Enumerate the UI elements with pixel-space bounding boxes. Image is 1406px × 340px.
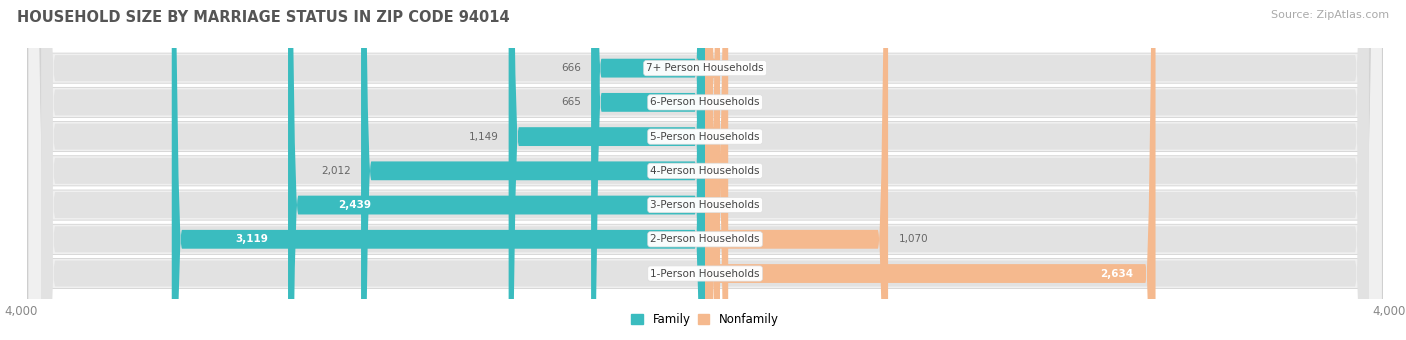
FancyBboxPatch shape [28, 0, 1382, 340]
Text: 5-Person Households: 5-Person Households [651, 132, 759, 141]
FancyBboxPatch shape [288, 0, 706, 340]
FancyBboxPatch shape [42, 0, 1368, 340]
Text: 1,149: 1,149 [468, 132, 498, 141]
Text: HOUSEHOLD SIZE BY MARRIAGE STATUS IN ZIP CODE 94014: HOUSEHOLD SIZE BY MARRIAGE STATUS IN ZIP… [17, 10, 509, 25]
FancyBboxPatch shape [591, 0, 706, 340]
FancyBboxPatch shape [706, 0, 1156, 340]
Text: 665: 665 [561, 97, 581, 107]
Text: 666: 666 [561, 63, 581, 73]
Text: 87: 87 [730, 200, 744, 210]
FancyBboxPatch shape [361, 0, 706, 340]
FancyBboxPatch shape [28, 0, 1382, 340]
FancyBboxPatch shape [172, 0, 706, 340]
Text: 3,119: 3,119 [236, 234, 269, 244]
Text: 135: 135 [738, 166, 758, 176]
Text: 11: 11 [717, 63, 731, 73]
FancyBboxPatch shape [42, 0, 1368, 340]
Text: 2-Person Households: 2-Person Households [651, 234, 759, 244]
FancyBboxPatch shape [42, 0, 1368, 340]
Text: 3-Person Households: 3-Person Households [651, 200, 759, 210]
Text: 2,439: 2,439 [337, 200, 371, 210]
FancyBboxPatch shape [699, 0, 716, 340]
FancyBboxPatch shape [706, 0, 889, 340]
FancyBboxPatch shape [706, 0, 728, 340]
Text: Source: ZipAtlas.com: Source: ZipAtlas.com [1271, 10, 1389, 20]
FancyBboxPatch shape [706, 0, 720, 340]
Text: 6-Person Households: 6-Person Households [651, 97, 759, 107]
FancyBboxPatch shape [28, 0, 1382, 340]
Text: 27: 27 [720, 132, 734, 141]
FancyBboxPatch shape [42, 0, 1368, 340]
Text: 2,634: 2,634 [1099, 269, 1133, 278]
FancyBboxPatch shape [42, 0, 1368, 340]
FancyBboxPatch shape [42, 0, 1368, 340]
FancyBboxPatch shape [42, 0, 1368, 340]
Text: 7+ Person Households: 7+ Person Households [647, 63, 763, 73]
FancyBboxPatch shape [28, 0, 1382, 340]
FancyBboxPatch shape [697, 0, 716, 340]
Text: 1-Person Households: 1-Person Households [651, 269, 759, 278]
FancyBboxPatch shape [28, 0, 1382, 340]
Text: 4-Person Households: 4-Person Households [651, 166, 759, 176]
Legend: Family, Nonfamily: Family, Nonfamily [631, 313, 779, 326]
Text: 0: 0 [716, 97, 721, 107]
FancyBboxPatch shape [592, 0, 706, 340]
FancyBboxPatch shape [28, 0, 1382, 340]
Text: 2,012: 2,012 [321, 166, 350, 176]
Text: 1,070: 1,070 [898, 234, 928, 244]
FancyBboxPatch shape [28, 0, 1382, 340]
FancyBboxPatch shape [509, 0, 706, 340]
